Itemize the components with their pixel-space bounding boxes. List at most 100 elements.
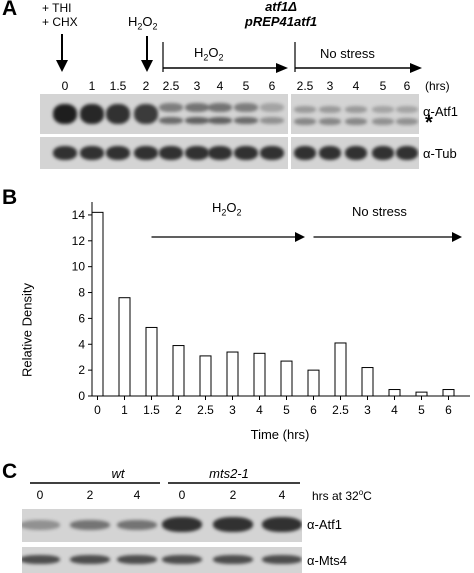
atf1-band xyxy=(372,106,394,113)
atf1-band xyxy=(117,520,157,530)
mts4-band xyxy=(70,555,110,564)
atf1-band xyxy=(234,103,258,112)
timepoint-label: 2.5 xyxy=(296,79,314,93)
mts4-band xyxy=(117,555,157,564)
panel-b-arrow-h2o2-label: H2O2 xyxy=(212,200,242,218)
tub-band xyxy=(234,146,258,160)
tub-band xyxy=(294,146,316,160)
timepoint-label: 3 xyxy=(326,79,334,93)
x-tick-label: 0 xyxy=(94,403,101,417)
panel-c-hrs-label: hrs at 32oC xyxy=(312,488,372,503)
bar xyxy=(280,360,293,397)
bar xyxy=(226,351,239,397)
panel-a-arrow-h2o2-label: H2O2 xyxy=(194,45,224,63)
x-tick-label: 1 xyxy=(121,403,128,417)
panel-c-letter: C xyxy=(2,460,18,483)
bar xyxy=(145,326,158,397)
blot-a-atf1-right xyxy=(291,94,419,134)
lane-label: 0 xyxy=(178,488,186,502)
tub-band xyxy=(53,146,77,160)
atf1-band xyxy=(106,104,130,124)
label-c-atf1: α-Atf1 xyxy=(307,517,342,532)
bar xyxy=(361,367,374,397)
x-tick-label: 2.5 xyxy=(197,403,214,417)
tub-band xyxy=(319,146,341,160)
panel-a-letter: A xyxy=(2,0,18,20)
lane-label: 4 xyxy=(133,488,141,502)
mts4-band xyxy=(22,555,60,564)
group-label-wt: wt xyxy=(111,466,125,481)
timepoint-label: 2.5 xyxy=(162,79,180,93)
atf1-lower-band xyxy=(396,118,418,125)
y-tick-label: 12 xyxy=(72,234,86,248)
y-tick-label: 0 xyxy=(78,389,85,403)
tub-band xyxy=(260,146,284,160)
bar xyxy=(118,297,131,397)
y-tick-label: 6 xyxy=(78,311,85,325)
nostress-arrow-head xyxy=(452,232,462,242)
atf1-lower-band xyxy=(234,117,258,124)
blot-a-atf1-left xyxy=(40,94,288,134)
timepoint-label: 1 xyxy=(88,79,96,93)
atf1-band xyxy=(162,517,202,532)
atf1-band xyxy=(262,517,302,532)
blot-c-mts4 xyxy=(22,547,302,573)
label-a-star: * xyxy=(425,112,433,134)
bar xyxy=(415,391,428,397)
x-tick-label: 4 xyxy=(256,403,263,417)
tub-band xyxy=(185,146,209,160)
x-tick-label: 6 xyxy=(445,403,452,417)
atf1-band xyxy=(208,103,232,112)
bar xyxy=(253,352,266,397)
tub-band xyxy=(208,146,232,160)
y-tick-label: 4 xyxy=(78,337,85,351)
bar xyxy=(307,369,320,397)
panel-b-arrow-nostress-label: No stress xyxy=(352,204,407,219)
timepoint-label: 1.5 xyxy=(109,79,127,93)
atf1-band xyxy=(22,520,60,530)
chart-ylabel: Relative Density xyxy=(19,283,35,377)
atf1-lower-band xyxy=(159,117,183,124)
lane-label: 2 xyxy=(229,488,237,502)
atf1-lower-band xyxy=(372,118,394,125)
panel-c-group-lines xyxy=(30,482,300,484)
tub-band xyxy=(106,146,130,160)
y-tick-label: 14 xyxy=(72,208,86,222)
treatment-thi: + THI xyxy=(42,1,72,15)
atf1-band xyxy=(70,520,110,530)
timepoint-label: 2 xyxy=(142,79,150,93)
atf1-band xyxy=(213,517,253,532)
relative-density-chart: 0 2 4 6 8 10 12 14 0 1 1.5 2 2.5 3 4 5 6 2.5 3 4 5 6 xyxy=(72,202,470,417)
bar xyxy=(388,389,401,397)
panel-a-arrows xyxy=(56,34,422,73)
atf1-lower-band xyxy=(260,117,284,124)
lane-label: 4 xyxy=(278,488,286,502)
timepoint-label: 0 xyxy=(61,79,69,93)
atf1-band xyxy=(260,103,284,112)
treatment-chx: + CHX xyxy=(42,15,78,29)
atf1-lower-band xyxy=(345,118,367,125)
atf1-band xyxy=(134,104,158,124)
timepoint-label: 6 xyxy=(403,79,411,93)
mts4-band xyxy=(162,555,202,564)
panel-a-time-unit: (hrs) xyxy=(425,79,450,93)
blot-c-atf1 xyxy=(22,509,302,542)
y-tick-label: 2 xyxy=(78,363,85,377)
bar xyxy=(199,355,212,397)
x-tick-label: 5 xyxy=(418,403,425,417)
atf1-band xyxy=(185,103,209,112)
y-tick-label: 8 xyxy=(78,286,85,300)
tub-band xyxy=(80,146,104,160)
tub-band xyxy=(372,146,394,160)
panel-b-letter: B xyxy=(2,186,18,209)
atf1-band xyxy=(294,106,316,113)
tub-band xyxy=(345,146,367,160)
label-c-mts4: α-Mts4 xyxy=(307,553,348,568)
x-tick-label: 3 xyxy=(229,403,236,417)
timepoint-label: 5 xyxy=(242,79,250,93)
label-a-tub: α-Tub xyxy=(423,146,457,161)
timepoint-label: 5 xyxy=(379,79,387,93)
atf1-band xyxy=(53,104,77,124)
y-tick-label: 10 xyxy=(72,260,86,274)
blot-a-tub-left xyxy=(40,137,288,169)
